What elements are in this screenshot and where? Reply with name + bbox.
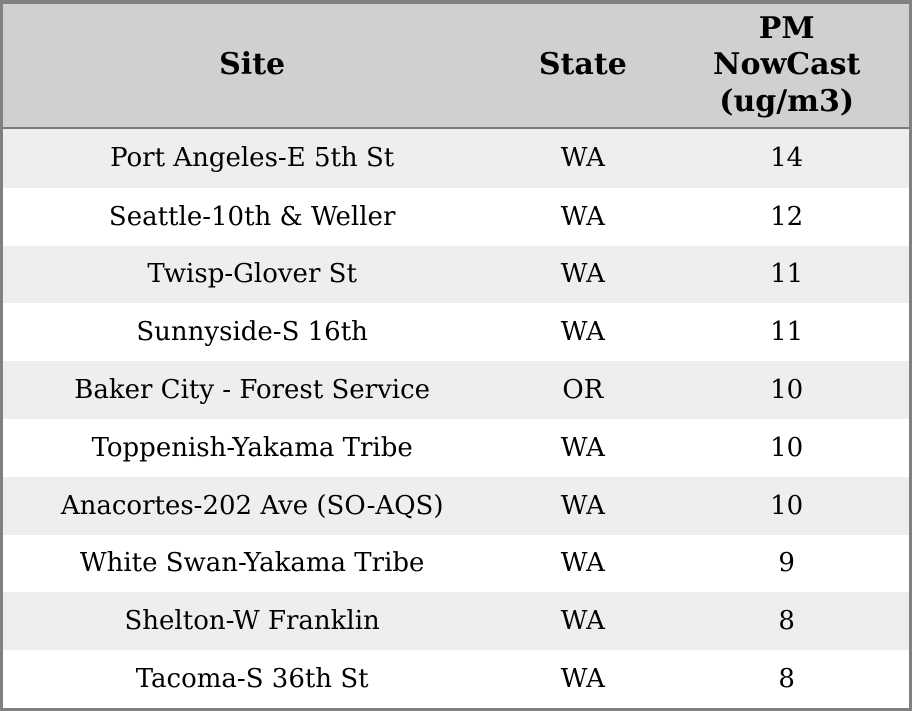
cell-pm-nowcast: 11	[770, 317, 804, 348]
column-header-state-label: State	[538, 47, 627, 83]
table-row: Twisp-Glover St WA 11	[3, 245, 909, 304]
cell-pm-nowcast: 11	[770, 259, 804, 290]
cell-site: Anacortes-202 Ave (SO-AQS)	[60, 490, 444, 521]
cell-state: WA	[560, 143, 605, 174]
table-row: Tacoma-S 36th St WA 8	[3, 650, 909, 708]
cell-state: WA	[560, 317, 605, 348]
cell-pm-nowcast: 14	[770, 143, 804, 174]
cell-site: Shelton-W Franklin	[124, 606, 380, 637]
cell-pm-nowcast: 10	[770, 432, 804, 463]
cell-pm-nowcast: 8	[778, 664, 795, 695]
table-body: Port Angeles-E 5th St WA 14 Seattle-10th…	[3, 128, 909, 708]
cell-state: WA	[560, 606, 605, 637]
cell-state: WA	[560, 259, 605, 290]
cell-pm-nowcast: 10	[770, 490, 804, 521]
cell-state: WA	[560, 664, 605, 695]
table-row: Shelton-W Franklin WA 8	[3, 592, 909, 651]
cell-pm-nowcast: 12	[770, 201, 804, 232]
table-row: Sunnyside-S 16th WA 11	[3, 303, 909, 362]
cell-pm-nowcast: 9	[778, 548, 795, 579]
table-row: White Swan-Yakama Tribe WA 9	[3, 534, 909, 593]
cell-site: Toppenish-Yakama Tribe	[91, 432, 413, 463]
cell-state: WA	[560, 490, 605, 521]
cell-state: WA	[560, 201, 605, 232]
table-row: Baker City - Forest Service OR 10	[3, 361, 909, 419]
table-row: Port Angeles-E 5th St WA 14	[3, 128, 909, 188]
column-header-pm-nowcast: PM NowCast (ug/m3)	[664, 4, 909, 129]
cell-pm-nowcast: 10	[770, 375, 804, 405]
cell-pm-nowcast: 8	[778, 606, 795, 637]
cell-site: Port Angeles-E 5th St	[110, 143, 395, 174]
cell-state: WA	[560, 432, 605, 463]
table-row: Anacortes-202 Ave (SO-AQS) WA 10	[3, 476, 909, 535]
column-header-site-label: Site	[219, 47, 286, 83]
column-header-site: Site	[3, 4, 502, 129]
pm-nowcast-table: Site State PM NowCast (ug/m3) Port Angel…	[3, 4, 909, 708]
table-header: Site State PM NowCast (ug/m3)	[3, 4, 909, 129]
cell-site: White Swan-Yakama Tribe	[79, 548, 425, 579]
cell-site: Sunnyside-S 16th	[136, 317, 368, 348]
cell-site: Tacoma-S 36th St	[135, 664, 369, 695]
cell-state: OR	[562, 375, 604, 405]
table-row: Seattle-10th & Weller WA 12	[3, 187, 909, 246]
cell-site: Baker City - Forest Service	[74, 375, 431, 405]
cell-site: Seattle-10th & Weller	[108, 201, 396, 232]
cell-site: Twisp-Glover St	[147, 259, 357, 290]
column-header-state: State	[501, 4, 665, 129]
header-row: Site State PM NowCast (ug/m3)	[3, 4, 909, 129]
cell-state: WA	[560, 548, 605, 579]
table-row: Toppenish-Yakama Tribe WA 10	[3, 418, 909, 477]
column-header-pm-nowcast-label: PM NowCast (ug/m3)	[713, 10, 861, 119]
